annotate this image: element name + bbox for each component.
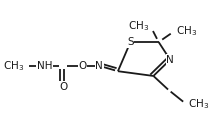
Text: CH$_3$: CH$_3$ <box>188 97 209 111</box>
Text: CH$_3$: CH$_3$ <box>176 24 198 38</box>
Text: CH$_3$: CH$_3$ <box>128 20 149 33</box>
Text: CH$_3$: CH$_3$ <box>3 59 24 73</box>
Text: O: O <box>78 61 87 71</box>
Text: S: S <box>127 37 134 47</box>
Text: N: N <box>166 55 174 65</box>
Text: O: O <box>59 82 68 92</box>
Text: NH: NH <box>37 61 53 71</box>
Text: N: N <box>95 61 103 71</box>
